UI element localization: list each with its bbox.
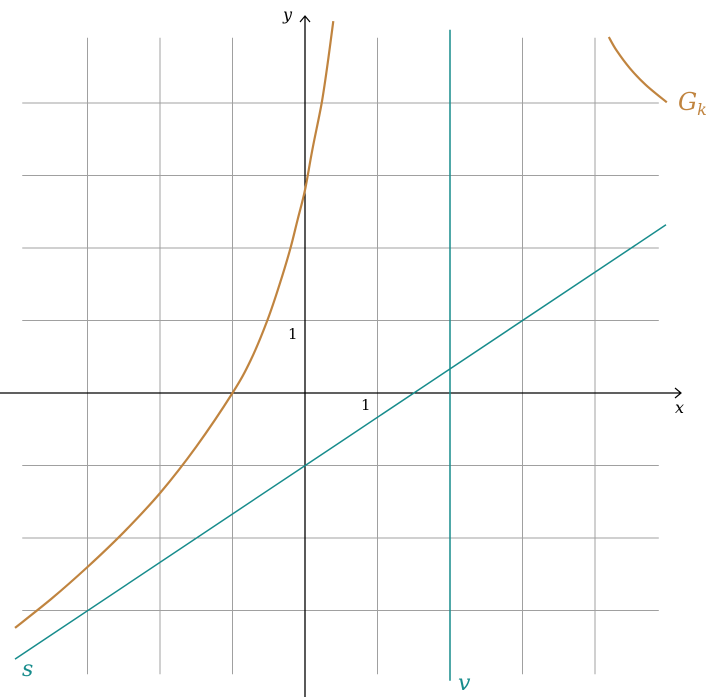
x-tick-label-1: 1 [361,396,371,414]
y-tick-label-1: 1 [288,325,298,343]
curve-label-subscript-k: k [697,100,707,119]
series-g-k-branch-2 [607,36,668,104]
grid [22,37,659,675]
series-g-k-branch-1 [14,20,335,629]
x-axis-arrow-icon [674,387,682,399]
series-s [14,224,667,660]
line-label-s: s [22,657,33,682]
y-axis-label: y [282,5,293,24]
axes [0,15,682,697]
curve-label-G-k: Gk [678,88,707,119]
curve-label-G: G [678,88,697,116]
x-axis-label: x [675,398,684,417]
y-axis-arrow-icon [299,15,311,23]
line-label-v: v [458,671,471,696]
curves [14,20,668,681]
